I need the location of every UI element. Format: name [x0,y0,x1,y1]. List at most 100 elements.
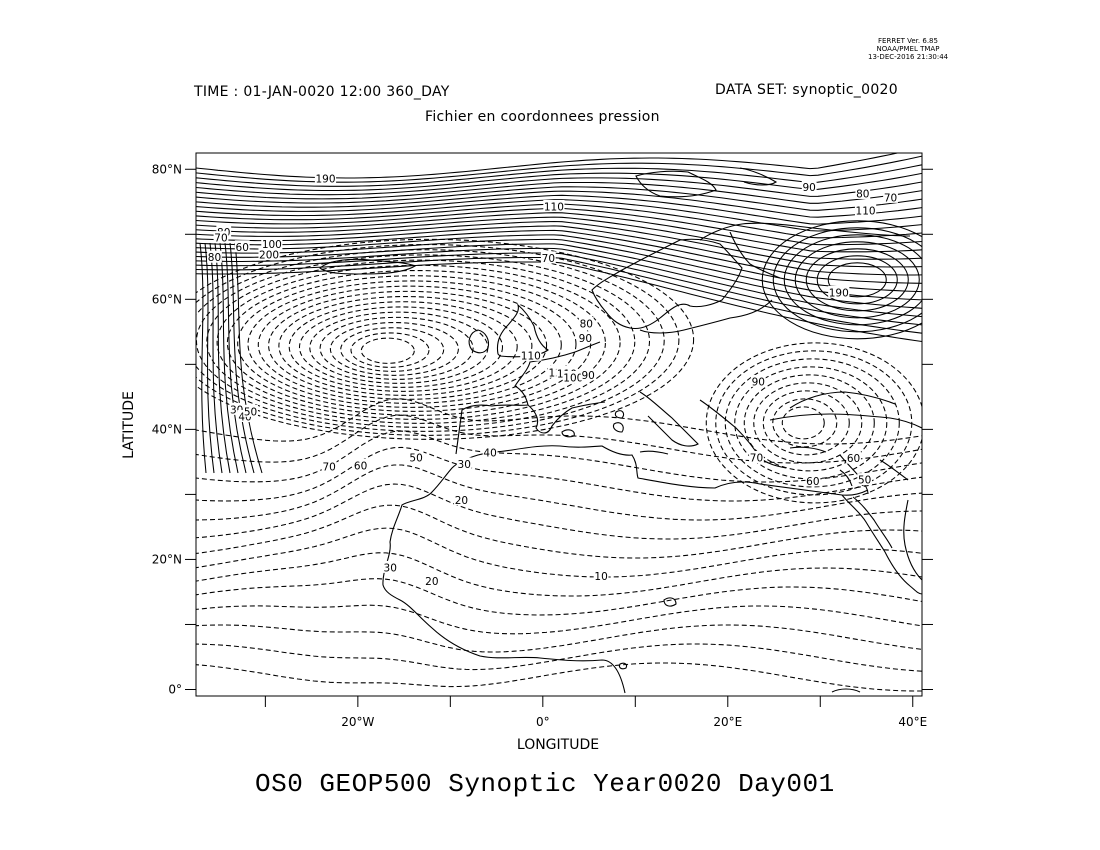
solid-contour [196,225,922,276]
ferret-stamp: FERRET Ver. 6.85 NOAA/PMEL TMAP 13-DEC-2… [868,37,948,61]
contour-label-bg [207,250,222,263]
solid-contour-ring [805,248,909,312]
contour-label-bg [321,460,337,473]
dashed-contour [196,604,922,635]
y-axis: 0° 20°N 40°N 60°N 80°N [152,162,933,696]
contour-labels: 1901109080701107080706080100200190809012… [207,172,898,588]
contour-label-bg [562,371,584,384]
solid-contour [234,242,263,474]
solid-contour [196,220,922,268]
contour-label: 50 [409,452,422,464]
coastline-black-sea [789,391,896,409]
contour-label: 80 [580,319,593,331]
x-tick-label: 20°E [713,715,742,729]
dashed-contour-ring [278,296,533,396]
contour-label-bg [243,404,258,417]
contour-label: 60 [847,453,860,465]
plot-title: OS0 GEOP500 Synoptic Year0020 Day001 [255,769,835,799]
contour-label-bg [261,237,283,250]
dashed-contour-ring [257,285,562,404]
solid-contour [196,181,922,204]
contour-label: 200 [259,250,279,262]
x-tick-label: 40°E [898,715,927,729]
contour-label-bg [424,574,440,587]
dashed-contour [196,414,922,464]
contour-label-bg [750,374,766,387]
contour-label-bg [749,450,764,463]
y-tick-label: 20°N [152,552,182,566]
coastline-northern-russia [699,222,911,241]
y-tick-label: 80°N [152,162,182,176]
contour-label-bg [213,231,229,244]
coastlines [319,167,922,694]
coastline-france [514,341,601,406]
x-axis: 20°W 0° 20°E 40°E [264,696,927,729]
contour-label-bg [855,186,871,199]
contour-label: 70 [884,192,897,204]
dashed-contour-ring [724,358,900,488]
dashed-contour-ring [350,332,430,368]
contour-label-bg [883,190,898,203]
solid-contour-ring [783,234,922,326]
y-axis-title: LATITUDE [121,391,137,459]
contour-label: 90 [581,370,594,382]
contour-label: 60 [236,242,249,254]
solid-contour-ring [772,227,922,333]
dashed-contour-ring [298,306,504,388]
contour-label: 60 [354,460,367,472]
contour-label-bg [580,368,596,381]
dashed-contour-ring [196,249,665,432]
solid-contour [209,242,223,474]
dashed-contour-ring [705,342,922,504]
dashed-contour-ring [237,275,592,412]
solid-contour-ring [816,255,898,305]
coastline-italy [639,391,699,447]
dashed-contour-ring [288,301,518,392]
dashed-contour-ring [206,259,636,424]
dashed-contour-ring [247,280,577,408]
time-label: TIME : 01-JAN-0020 12:00 360_DAY [194,84,450,100]
stamp-org: NOAA/PMEL TMAP [876,45,940,53]
contour-label: 60 [806,476,819,488]
contour-label: 100 [563,373,583,385]
solid-contour [196,216,922,260]
contour-label: 30 [384,562,397,574]
dashed-contour [196,446,922,502]
solid-contour [196,238,922,301]
dashed-contour [196,483,922,540]
dashed-contour [196,464,922,521]
y-tick-label: 60°N [152,292,182,306]
contour-label: 80 [208,252,221,264]
x-tick-label: 20°W [341,715,374,729]
dashed-contour-ring [360,337,415,364]
coastline-ireland [468,329,490,354]
contour-label-bg [578,317,594,330]
dashed-contour-ring [715,350,913,496]
dataset-label: DATA SET: synoptic_0020 [715,82,898,98]
contour-label-bg [805,474,821,487]
solid-contour [196,256,922,334]
coastline-britain [496,303,549,358]
stamp-version: FERRET Ver. 6.85 [878,37,938,45]
coastline-iberia [455,401,606,455]
contour-label: 20 [455,495,468,507]
contour-label: 110 [521,350,541,362]
dashed-contour-ring [196,244,680,436]
dashed-contour [196,398,922,445]
contour-label: 70 [750,452,763,464]
contour-label-bg [577,331,593,344]
contour-label-bg [593,569,609,582]
contour-label-bg [540,251,556,264]
solid-contour [196,190,922,218]
dashed-contour-ring [743,374,875,472]
solid-contour [219,242,239,474]
contour-label: 190 [315,174,335,186]
contour-label-bg [258,248,280,261]
contour-label: 110 [856,205,876,217]
contour-label-bg [482,445,498,458]
contour-label: 70 [322,462,335,474]
contour-label: 20 [425,576,438,588]
solid-contour [196,194,922,225]
x-axis-title: LONGITUDE [517,737,599,753]
